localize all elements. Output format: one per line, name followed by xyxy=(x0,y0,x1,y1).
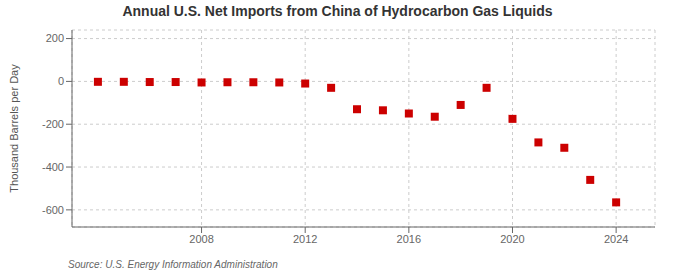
svg-text:-400: -400 xyxy=(42,161,64,173)
svg-text:2008: 2008 xyxy=(189,233,213,245)
svg-text:-200: -200 xyxy=(42,118,64,130)
svg-text:Thousand Barrels per Day: Thousand Barrels per Day xyxy=(8,64,20,193)
svg-text:2024: 2024 xyxy=(604,233,628,245)
svg-text:200: 200 xyxy=(46,32,64,44)
svg-text:2012: 2012 xyxy=(293,233,317,245)
html-text:Source: U.S. Energy Informatio: Source: U.S. Energy Information Administ… xyxy=(68,259,278,270)
svg-text:2020: 2020 xyxy=(500,233,524,245)
svg-text:-600: -600 xyxy=(42,204,64,216)
svg-text:2016: 2016 xyxy=(397,233,421,245)
svg-text:0: 0 xyxy=(58,75,64,87)
html-text:Annual U.S. Net Imports from C: Annual U.S. Net Imports from China of Hy… xyxy=(122,3,553,19)
